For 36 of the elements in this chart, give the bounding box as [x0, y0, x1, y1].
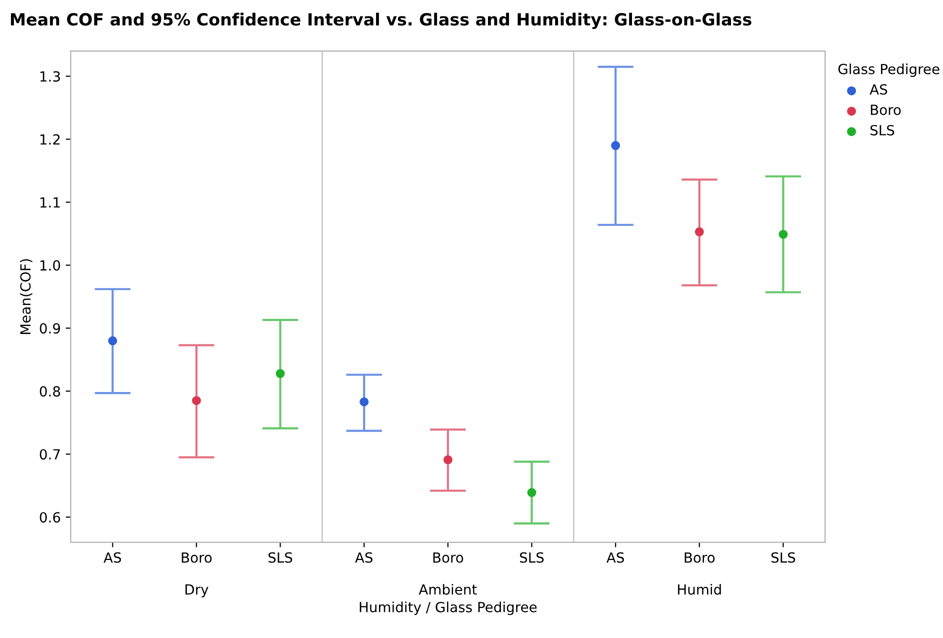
- x-tick-label: AS: [104, 552, 122, 563]
- x-tick-label: AS: [606, 552, 624, 563]
- x-tick-label: Boro: [684, 552, 715, 563]
- y-tick-label: 1.1: [40, 197, 60, 208]
- point: [778, 230, 788, 239]
- y-tick-label: 0.8: [40, 386, 60, 397]
- y-tick-label: 1.0: [40, 260, 60, 271]
- legend-label: SLS: [870, 124, 894, 136]
- x-tick-label: Boro: [182, 552, 212, 563]
- x-tick-label: SLS: [268, 552, 292, 563]
- text: Dry: [186, 584, 208, 598]
- point: [527, 488, 536, 498]
- point: [108, 336, 118, 346]
- legend-label: AS: [870, 84, 888, 95]
- y-tick-label: 1.2: [40, 134, 60, 144]
- point: [360, 397, 369, 406]
- x-axis-title: Humidity / Glass Pedigree: [360, 602, 537, 616]
- x-tick-label: SLS: [771, 552, 796, 563]
- legend-title: Glass Pedigree: [838, 64, 940, 77]
- text: Humid: [678, 584, 721, 595]
- chart-title: Mean COF and 95% Confidence Interval vs. Glass and Humidity: Glass-on-Glass: [10, 12, 752, 30]
- x-tick-label: SLS: [520, 552, 544, 563]
- point: [443, 455, 452, 464]
- point: [611, 141, 620, 150]
- legend-label: Boro: [870, 104, 901, 116]
- point: [694, 227, 704, 236]
- y-tick-label: 0.9: [40, 323, 60, 334]
- x-tick-label: AS: [355, 552, 372, 563]
- y-axis-title: Mean(COF): [20, 259, 32, 334]
- text: Ambient: [418, 584, 477, 595]
- point: [276, 369, 285, 378]
- point: [192, 396, 201, 406]
- x-tick-label: Boro: [433, 552, 464, 563]
- y-tick-label: 1.3: [40, 71, 60, 82]
- y-tick-label: 0.7: [40, 449, 60, 460]
- y-tick-label: 0.6: [40, 512, 60, 523]
